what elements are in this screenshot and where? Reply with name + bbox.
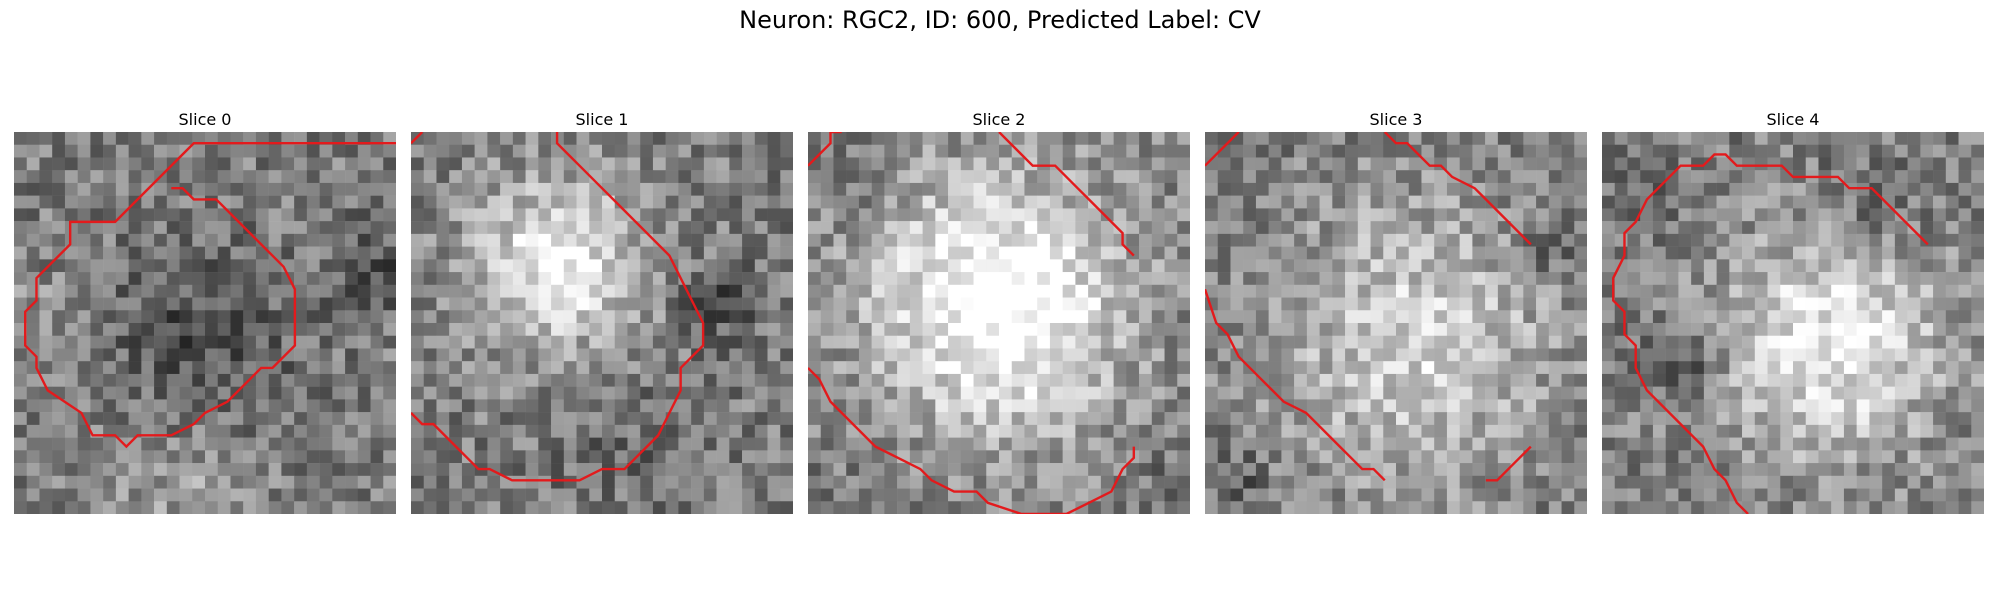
contour-segment bbox=[1205, 132, 1239, 166]
contour-segment bbox=[999, 132, 1134, 256]
slice-image-1 bbox=[411, 132, 793, 514]
contour-segment bbox=[1385, 132, 1531, 244]
slice-title-4: Slice 4 bbox=[1766, 110, 1820, 129]
slice-title-2: Slice 2 bbox=[972, 110, 1026, 129]
slice-panel-3: Slice 3 bbox=[1205, 108, 1587, 514]
contour-segment bbox=[1486, 447, 1531, 481]
pixel-grid bbox=[1205, 132, 1587, 514]
pixel-grid bbox=[14, 132, 396, 514]
slice-title-3: Slice 3 bbox=[1369, 110, 1423, 129]
slice-panel-2: Slice 2 bbox=[808, 108, 1190, 514]
slice-panel-4: Slice 4 bbox=[1602, 108, 1984, 514]
contour-segment bbox=[808, 132, 842, 166]
slice-image-4 bbox=[1602, 132, 1984, 514]
slice-title-0: Slice 0 bbox=[178, 110, 232, 129]
contour-segment bbox=[411, 132, 703, 480]
contour-segment bbox=[1613, 154, 1928, 514]
slice-title-1: Slice 1 bbox=[575, 110, 629, 129]
slice-image-0 bbox=[14, 132, 396, 514]
slice-panel-1: Slice 1 bbox=[411, 108, 793, 514]
figure-title: Neuron: RGC2, ID: 600, Predicted Label: … bbox=[739, 6, 1261, 34]
contour-segment bbox=[808, 368, 1134, 514]
contour-segment bbox=[1205, 289, 1385, 480]
slice-panel-0: Slice 0 bbox=[14, 108, 396, 514]
pixel-grid bbox=[1602, 132, 1984, 514]
slice-image-2 bbox=[808, 132, 1190, 514]
slice-image-3 bbox=[1205, 132, 1587, 514]
contour-segment bbox=[411, 132, 422, 143]
contour-segment bbox=[25, 143, 396, 446]
